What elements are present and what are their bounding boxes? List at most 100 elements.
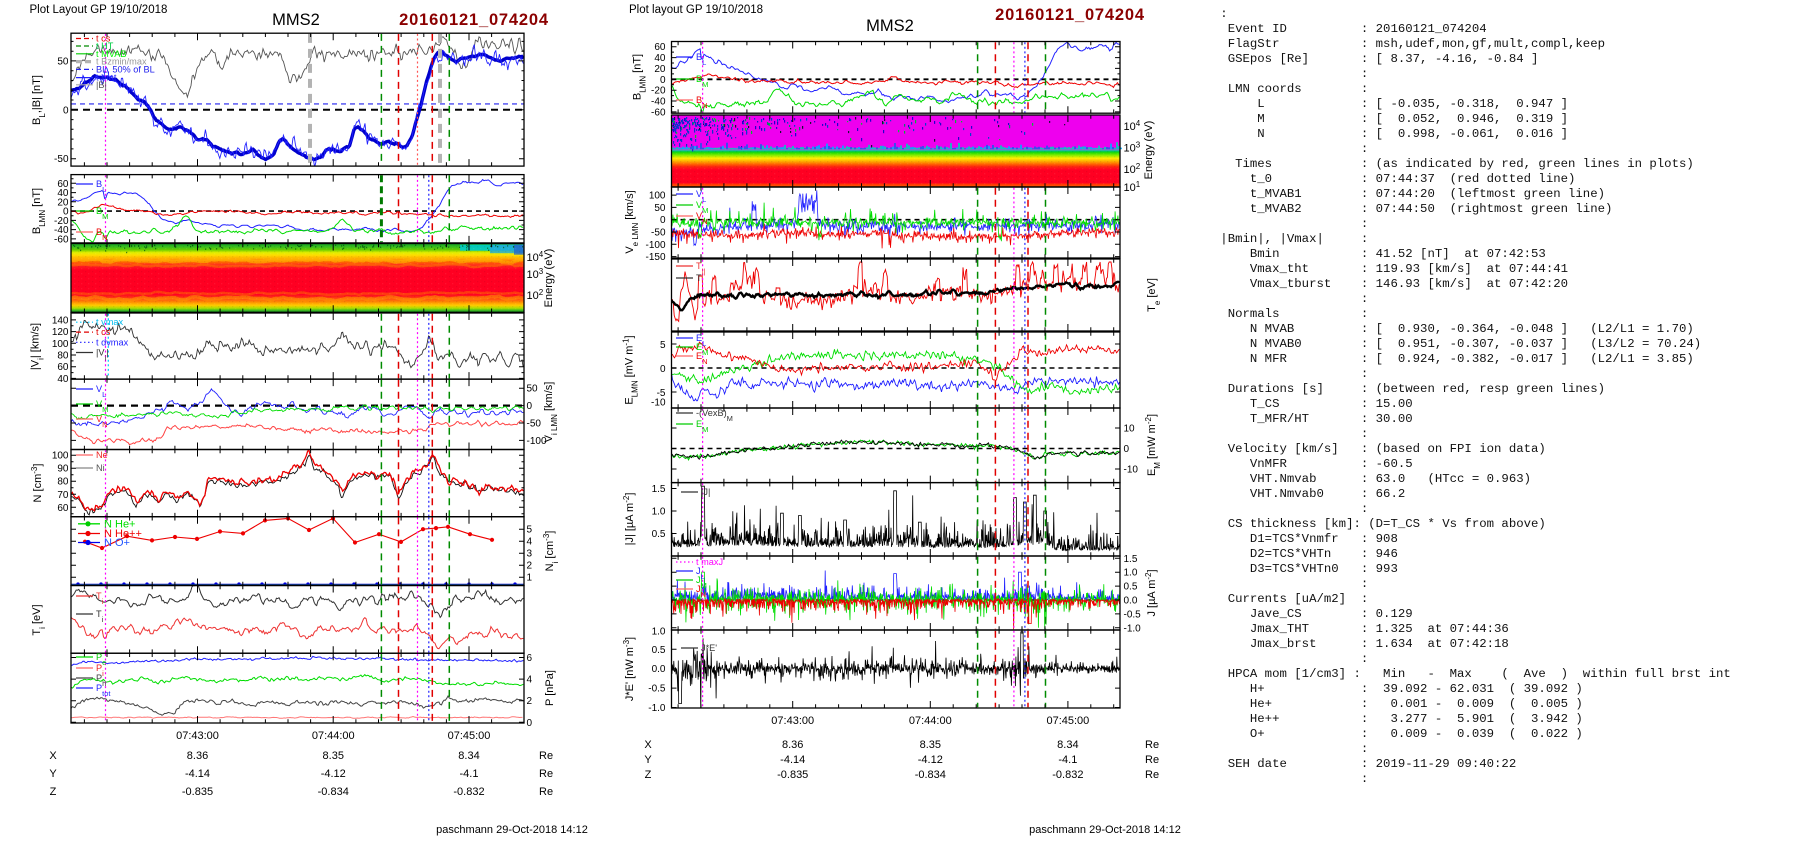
svg-text:0: 0 <box>527 401 533 412</box>
svg-text:Pi: Pi <box>96 663 104 678</box>
svg-text:Z: Z <box>645 769 652 781</box>
svg-text:-100: -100 <box>527 436 547 447</box>
svg-text:T||: T|| <box>696 261 706 276</box>
svg-text:8.35: 8.35 <box>323 750 344 762</box>
svg-text:t dvmax: t dvmax <box>96 337 129 347</box>
svg-text:0.0: 0.0 <box>652 664 666 675</box>
svg-text:|Vi| [km/s]: |Vi| [km/s] <box>30 323 46 370</box>
svg-text:-5: -5 <box>657 388 666 399</box>
svg-text:EN: EN <box>696 351 708 366</box>
svg-text:-0.832: -0.832 <box>1052 769 1083 781</box>
svg-text:-60: -60 <box>651 107 666 118</box>
svg-text:Re: Re <box>539 768 553 780</box>
svg-text:T: T <box>696 273 702 283</box>
svg-text:60: 60 <box>57 179 69 190</box>
svg-text:Te [eV]: Te [eV] <box>1146 278 1162 312</box>
svg-text:BLMN [nT]: BLMN [nT] <box>31 188 47 234</box>
svg-text:BLMN [nT]: BLMN [nT] <box>632 54 648 100</box>
svg-text:-4.14: -4.14 <box>185 768 210 780</box>
svg-text:-100: -100 <box>645 240 665 251</box>
svg-text:-10: -10 <box>1124 465 1139 476</box>
svg-text:-40: -40 <box>651 97 666 108</box>
svg-text:BM: BM <box>96 206 108 221</box>
svg-text:0: 0 <box>63 105 69 116</box>
svg-text:-4.12: -4.12 <box>918 754 943 766</box>
svg-text:t Bzmin/max: t Bzmin/max <box>96 57 147 67</box>
svg-text:t brst: t brst <box>96 73 117 83</box>
svg-text:120: 120 <box>52 327 69 338</box>
svg-text:-40: -40 <box>54 225 69 236</box>
svg-text:0.5: 0.5 <box>1124 582 1138 593</box>
svg-text:Re: Re <box>539 750 553 762</box>
svg-text:J [µA m-2]: J [µA m-2] <box>1144 569 1159 616</box>
svg-text:-0.5: -0.5 <box>648 684 666 695</box>
svg-text:BN: BN <box>696 95 708 110</box>
svg-text:-150: -150 <box>645 252 665 263</box>
svg-text:t maxJ: t maxJ <box>696 557 723 567</box>
svg-text:-4.12: -4.12 <box>321 768 346 780</box>
svg-text:07:43:00: 07:43:00 <box>176 730 219 742</box>
svg-text:-0.835: -0.835 <box>777 769 808 781</box>
svg-text:J*E' [nW m-3]: J*E' [nW m-3] <box>622 637 637 701</box>
svg-text:Pe: Pe <box>96 652 106 667</box>
svg-text:0: 0 <box>527 718 533 729</box>
svg-text:Energy (eV): Energy (eV) <box>543 249 555 308</box>
svg-text:BN: BN <box>96 227 108 242</box>
svg-text:80: 80 <box>57 351 69 362</box>
svg-text:104: 104 <box>527 250 544 265</box>
svg-text:5: 5 <box>660 340 666 351</box>
svg-text:100: 100 <box>52 451 69 462</box>
svg-text:Ni [cm-3]: Ni [cm-3] <box>542 531 560 572</box>
svg-text:J*E': J*E' <box>701 643 717 653</box>
svg-text:VN: VN <box>96 414 108 429</box>
svg-text:Ti: Ti <box>96 591 104 606</box>
svg-text:JM: JM <box>696 575 707 590</box>
svg-text:N [cm-3]: N [cm-3] <box>30 464 45 503</box>
svg-text:ELMN [mV m-1]: ELMN [mV m-1] <box>621 335 639 404</box>
svg-text:JL: JL <box>696 566 705 581</box>
svg-text:-50: -50 <box>651 228 666 239</box>
svg-text:2: 2 <box>527 561 533 572</box>
svg-text:-20: -20 <box>54 216 69 227</box>
svg-text:100: 100 <box>52 339 69 350</box>
svg-text:-4.14: -4.14 <box>780 754 805 766</box>
svg-text:Y: Y <box>644 754 652 766</box>
svg-text:t MVAB: t MVAB <box>96 49 126 59</box>
svg-text:-50: -50 <box>527 419 542 430</box>
svg-text:07:44:00: 07:44:00 <box>909 715 952 727</box>
svg-text:N He++: N He++ <box>104 528 142 540</box>
svg-text:Ti [eV]: Ti [eV] <box>31 604 47 635</box>
svg-text:1.0: 1.0 <box>652 627 666 638</box>
svg-text:t HT: t HT <box>96 41 114 51</box>
svg-text:90: 90 <box>57 464 69 475</box>
svg-text:BL: BL <box>696 52 706 67</box>
svg-text:Plot Layout GP 19/10/2018: Plot Layout GP 19/10/2018 <box>30 4 168 16</box>
svg-text:60: 60 <box>57 362 69 373</box>
svg-text:50: 50 <box>57 56 69 67</box>
svg-text:t vmax: t vmax <box>96 317 123 327</box>
svg-text:102: 102 <box>1124 162 1141 177</box>
svg-text:MMS2: MMS2 <box>272 11 320 29</box>
svg-text:70: 70 <box>57 490 69 501</box>
svg-text:140: 140 <box>52 315 69 326</box>
svg-text:X: X <box>644 739 652 751</box>
svg-text:1.5: 1.5 <box>1124 554 1138 565</box>
svg-text:-10: -10 <box>651 398 666 409</box>
svg-text:07:43:00: 07:43:00 <box>771 715 814 727</box>
svg-text:Plot layout GP 19/10/2018: Plot layout GP 19/10/2018 <box>629 4 763 16</box>
svg-text:0: 0 <box>63 207 69 218</box>
svg-text:0.5: 0.5 <box>652 645 666 656</box>
svg-text:0: 0 <box>660 75 666 86</box>
svg-text:Ve LMN [km/s]: Ve LMN [km/s] <box>624 190 640 253</box>
svg-text:paschmann 29-Oct-2018 14:12: paschmann 29-Oct-2018 14:12 <box>1029 824 1181 836</box>
svg-text:-4.1: -4.1 <box>460 768 479 780</box>
svg-text:3: 3 <box>527 549 533 560</box>
svg-text:t cs: t cs <box>96 34 111 44</box>
svg-text:2: 2 <box>527 696 533 707</box>
svg-text:BL,|B| [nT]: BL,|B| [nT] <box>31 75 47 125</box>
svg-text:1: 1 <box>527 573 533 584</box>
svg-text:-1.0: -1.0 <box>648 703 666 714</box>
svg-text:|B|: |B| <box>96 80 107 90</box>
svg-text:8.35: 8.35 <box>920 739 941 751</box>
svg-text:07:45:00: 07:45:00 <box>448 730 491 742</box>
